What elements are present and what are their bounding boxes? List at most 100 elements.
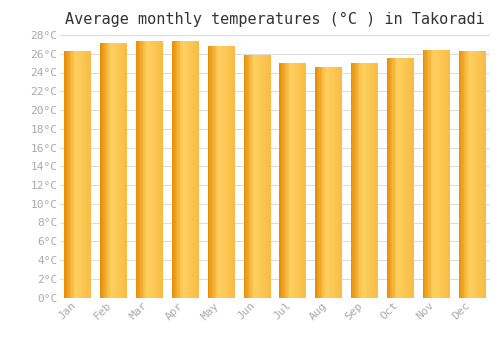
Bar — [412, 57, 414, 298]
Bar — [483, 51, 484, 298]
Bar — [363, 63, 364, 298]
Bar — [282, 63, 284, 298]
Bar — [435, 50, 436, 298]
Bar — [88, 51, 90, 298]
Bar — [182, 41, 184, 298]
Bar — [112, 43, 114, 298]
Bar — [118, 43, 119, 298]
Bar — [124, 43, 126, 298]
Bar — [265, 55, 266, 298]
Bar — [285, 63, 286, 298]
Bar — [174, 41, 176, 298]
Bar — [196, 41, 198, 298]
Bar — [434, 50, 435, 298]
Bar — [338, 67, 340, 298]
Bar — [316, 67, 318, 298]
Bar — [155, 41, 156, 298]
Bar — [76, 51, 78, 298]
Bar — [462, 51, 464, 298]
Bar — [320, 67, 322, 298]
Bar — [143, 41, 144, 298]
Bar — [261, 55, 262, 298]
Bar — [210, 46, 212, 298]
Bar — [257, 55, 258, 298]
Bar — [268, 55, 269, 298]
Bar — [138, 41, 139, 298]
Bar — [250, 55, 252, 298]
Bar — [126, 43, 127, 298]
Bar — [360, 63, 362, 298]
Bar — [407, 57, 408, 298]
Bar — [190, 41, 191, 298]
Bar — [213, 46, 214, 298]
Bar — [406, 57, 407, 298]
Bar — [428, 50, 430, 298]
Bar — [464, 51, 466, 298]
Bar — [195, 41, 196, 298]
Bar — [187, 41, 188, 298]
Bar — [136, 41, 138, 298]
Bar — [114, 43, 115, 298]
Bar — [396, 57, 398, 298]
Bar — [198, 41, 199, 298]
Bar — [106, 43, 107, 298]
Bar — [470, 51, 472, 298]
Bar — [192, 41, 194, 298]
Bar — [150, 41, 151, 298]
Bar — [304, 63, 305, 298]
Bar — [305, 63, 306, 298]
Bar — [392, 57, 394, 298]
Bar — [218, 46, 220, 298]
Bar — [281, 63, 282, 298]
Bar — [184, 41, 186, 298]
Bar — [172, 41, 174, 298]
Bar — [355, 63, 356, 298]
Bar — [480, 51, 482, 298]
Bar — [154, 41, 155, 298]
Bar — [324, 67, 326, 298]
Bar — [214, 46, 216, 298]
Bar — [458, 51, 460, 298]
Bar — [148, 41, 150, 298]
Bar — [252, 55, 253, 298]
Bar — [403, 57, 404, 298]
Bar — [372, 63, 374, 298]
Bar — [359, 63, 360, 298]
Bar — [351, 63, 352, 298]
Bar — [332, 67, 333, 298]
Bar — [438, 50, 439, 298]
Bar — [286, 63, 288, 298]
Bar — [301, 63, 302, 298]
Bar — [337, 67, 338, 298]
Bar — [322, 67, 324, 298]
Bar — [436, 50, 438, 298]
Bar — [119, 43, 120, 298]
Bar — [103, 43, 104, 298]
Bar — [254, 55, 256, 298]
Bar — [260, 55, 261, 298]
Bar — [66, 51, 67, 298]
Bar — [139, 41, 140, 298]
Bar — [142, 41, 143, 298]
Bar — [116, 43, 118, 298]
Bar — [484, 51, 486, 298]
Bar — [333, 67, 334, 298]
Bar — [358, 63, 359, 298]
Bar — [404, 57, 406, 298]
Title: Average monthly temperatures (°C ) in Takoradi: Average monthly temperatures (°C ) in Ta… — [65, 12, 485, 27]
Bar — [340, 67, 341, 298]
Bar — [289, 63, 290, 298]
Bar — [108, 43, 110, 298]
Bar — [180, 41, 182, 298]
Bar — [356, 63, 358, 298]
Bar — [446, 50, 447, 298]
Bar — [256, 55, 257, 298]
Bar — [84, 51, 86, 298]
Bar — [400, 57, 402, 298]
Bar — [212, 46, 213, 298]
Bar — [80, 51, 82, 298]
Bar — [368, 63, 370, 298]
Bar — [78, 51, 80, 298]
Bar — [374, 63, 376, 298]
Bar — [398, 57, 399, 298]
